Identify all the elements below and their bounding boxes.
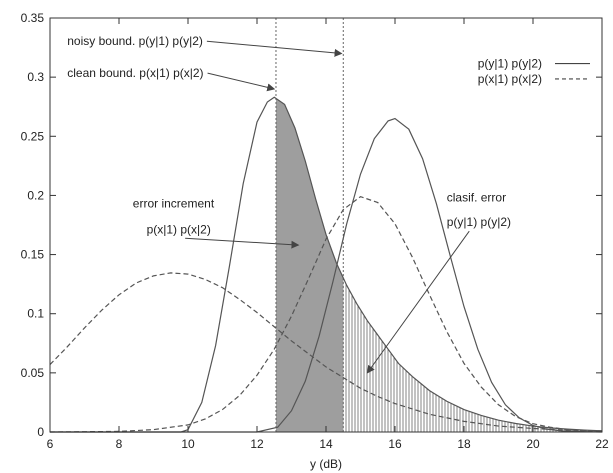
legend-label-dashed: p(x|1) p(x|2)	[478, 72, 542, 86]
legend: p(y|1) p(y|2) p(x|1) p(x|2)	[478, 57, 590, 86]
y-tick-label: 0.2	[27, 188, 44, 202]
series-px2-dashed	[49, 195, 603, 433]
annotation-clasif-error-title: clasif. error	[447, 190, 506, 204]
annotation-clasif-error-pdfs: p(y|1) p(y|2)	[447, 215, 511, 229]
annotation-arrows	[185, 40, 470, 374]
x-tick-label: 6	[47, 437, 54, 451]
series-px1-dashed	[49, 272, 603, 432]
x-axis-title: y (dB)	[310, 457, 342, 471]
x-tick-label: 8	[116, 437, 123, 451]
x-tick-label: 18	[457, 437, 471, 451]
hatched-clasif-error	[343, 277, 602, 432]
y-tick-label: 0	[37, 425, 44, 439]
series-py2-solid	[50, 117, 603, 433]
x-tick-label: 12	[250, 437, 264, 451]
annotations: noisy bound. p(y|1) p(y|2) clean bound. …	[67, 34, 511, 236]
series-layer	[49, 96, 603, 433]
annotation-error-increment-pdfs: p(x|1) p(x|2)	[147, 222, 211, 236]
annotation-noisy-boundary: noisy bound. p(y|1) p(y|2)	[67, 34, 203, 48]
legend-label-solid: p(y|1) p(y|2)	[478, 57, 542, 71]
x-tick-label: 14	[319, 437, 333, 451]
annotation-arrow	[366, 230, 470, 374]
annotation-arrow	[206, 40, 343, 57]
annotation-clean-boundary: clean bound. p(x|1) p(x|2)	[67, 66, 203, 80]
annotation-error-increment-title: error increment	[133, 196, 215, 210]
y-tick-label: 0.15	[21, 248, 45, 262]
series-py1-solid	[50, 96, 603, 433]
x-tick-label: 16	[388, 437, 402, 451]
y-tick-label: 0.05	[21, 366, 45, 380]
shaded-error-regions	[275, 98, 602, 433]
y-tick-label: 0.3	[27, 70, 44, 84]
x-tick-label: 20	[526, 437, 540, 451]
annotation-arrow	[207, 72, 276, 92]
annotation-arrow	[185, 237, 300, 249]
x-tick-label: 22	[595, 437, 609, 451]
y-tick-label: 0.25	[21, 129, 45, 143]
axis-ticks: 6 8 10 12 14 16 18 20 22 0 0.05 0.1 0.15 0.2 0.25 0.3 0.…	[21, 11, 609, 451]
boundary-lines	[275, 18, 344, 432]
shaded-error-increment	[275, 98, 344, 433]
y-tick-label: 0.35	[21, 11, 45, 25]
x-tick-label: 10	[181, 437, 195, 451]
y-tick-label: 0.1	[27, 307, 44, 321]
